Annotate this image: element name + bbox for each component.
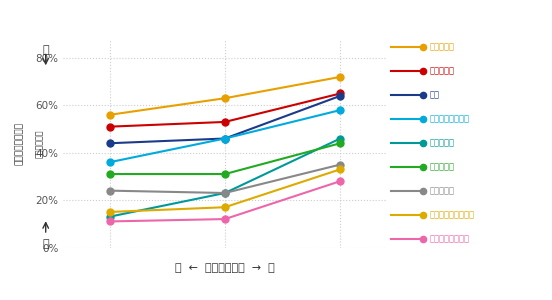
Text: 症状が改善した人: 症状が改善した人 xyxy=(14,122,24,165)
Text: アレルギー性結膜炎: アレルギー性結膜炎 xyxy=(429,211,475,220)
Text: 肌のかゆみ: 肌のかゆみ xyxy=(429,163,454,172)
Text: （健康番率）: （健康番率） xyxy=(35,129,44,158)
Text: せき: せき xyxy=(429,91,439,100)
Text: 気管支喘息: 気管支喘息 xyxy=(429,43,454,52)
Text: のどの痛み: のどの痛み xyxy=(429,67,454,76)
Text: 目のかゆみ: 目のかゆみ xyxy=(429,187,454,196)
Text: 手足の冷え: 手足の冷え xyxy=(429,139,454,148)
Text: アトピー性皮膚炎: アトピー性皮膚炎 xyxy=(429,115,469,124)
Text: アレルギー性鼻炎: アレルギー性鼻炎 xyxy=(429,235,469,244)
Text: 多: 多 xyxy=(43,45,49,55)
Text: 住宅の高断熱化による健康改善効果: 住宅の高断熱化による健康改善効果 xyxy=(206,7,346,22)
Text: 少: 少 xyxy=(43,239,49,249)
Text: 低  ←  住宅の断熱性  →  高: 低 ← 住宅の断熱性 → 高 xyxy=(175,263,275,274)
